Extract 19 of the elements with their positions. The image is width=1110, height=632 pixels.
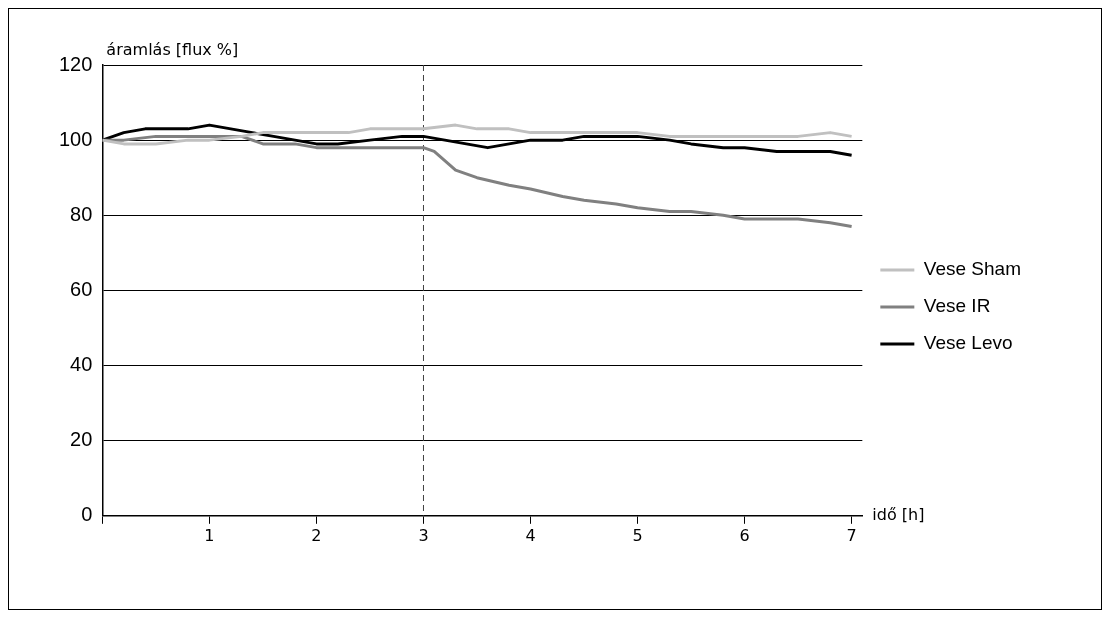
x-tick-label: 1 [204,525,215,545]
y-tick-label: 0 [81,503,93,526]
x-tick-label: 3 [418,525,429,545]
legend-label: Vese Sham [923,258,1021,280]
y-tick-label: 80 [70,202,93,225]
y-tick-label: 60 [70,277,93,300]
y-tick-label: 20 [70,428,93,451]
y-tick-label: 100 [58,127,93,150]
y-tick-label: 120 [58,52,93,75]
x-tick-label: 5 [632,525,643,545]
legend-label: Vese Levo [923,332,1013,354]
x-tick-label: 2 [311,525,322,545]
legend-label: Vese IR [923,295,991,317]
x-tick-label: 7 [846,525,857,545]
x-axis-title: idő [h] [872,504,925,524]
y-tick-label: 40 [70,353,93,376]
x-tick-label: 4 [525,525,536,545]
y-axis-title: áramlás [flux %] [106,40,239,60]
x-tick-label: 6 [739,525,750,545]
